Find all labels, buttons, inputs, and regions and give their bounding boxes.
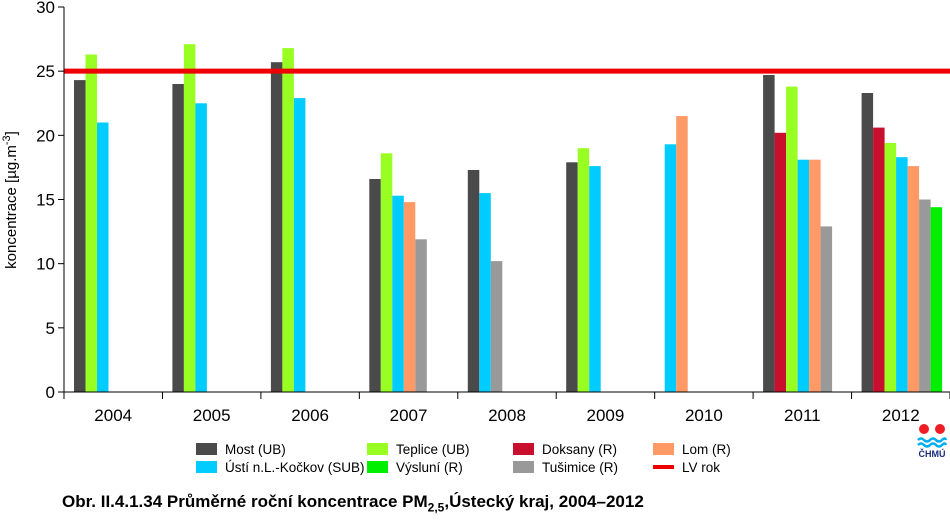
legend-swatch bbox=[513, 461, 534, 473]
caption-subscript: 2,5 bbox=[427, 500, 445, 515]
bar-2011-tu-imice-r- bbox=[820, 226, 833, 392]
bar-2012-v-slun-r- bbox=[930, 207, 943, 392]
bars-group bbox=[74, 44, 943, 393]
bar-2011--st-n-l-ko-kov-sub- bbox=[797, 159, 810, 392]
bar-2006-most-ub- bbox=[270, 62, 283, 392]
axes-group: 0 5 10 15 20 25 30 2004 2005 2006 2007 2008 2009 2010… bbox=[1, 0, 950, 425]
figure-caption: Obr. II.4.1.34 Průměrné roční koncentrac… bbox=[62, 492, 644, 514]
bar-2009--st-n-l-ko-kov-sub- bbox=[589, 166, 601, 392]
x-tick-label: 2007 bbox=[390, 406, 428, 425]
bar-2012-teplice-ub- bbox=[884, 143, 897, 392]
bar-2009-teplice-ub- bbox=[577, 148, 590, 392]
legend-label: Tušimice (R) bbox=[542, 460, 618, 475]
x-tick-label: 2010 bbox=[685, 406, 723, 425]
legend-swatch bbox=[513, 443, 534, 455]
bar-2004-most-ub- bbox=[74, 80, 86, 392]
y-axis-label: koncentrace [µg.m-3] bbox=[1, 131, 20, 269]
chmu-logo: ČHMÚ bbox=[916, 423, 948, 463]
bar-2012-doksany-r- bbox=[873, 127, 885, 392]
y-tick-label: 10 bbox=[36, 255, 55, 274]
bar-2012-most-ub- bbox=[861, 93, 874, 392]
y-tick-label: 20 bbox=[36, 126, 55, 145]
legend-swatch bbox=[367, 443, 388, 455]
x-tick-label: 2011 bbox=[784, 406, 821, 425]
bar-2007-most-ub- bbox=[369, 179, 381, 392]
bar-2010-lom-r- bbox=[676, 116, 688, 392]
legend-label: Lom (R) bbox=[682, 442, 731, 457]
bar-2011-most-ub- bbox=[763, 75, 775, 392]
legend: Most (UB) Teplice (UB) Doksany (R) Lom (R) Ú… bbox=[196, 442, 731, 475]
x-tick-label: 2009 bbox=[587, 406, 625, 425]
chmu-logo-text: ČHMÚ bbox=[918, 449, 946, 459]
legend-label: Doksany (R) bbox=[542, 442, 617, 457]
x-tick-label: 2004 bbox=[94, 406, 132, 425]
x-tick-label: 2008 bbox=[488, 406, 526, 425]
x-tick-label: 2005 bbox=[193, 406, 231, 425]
y-tick-label: 25 bbox=[36, 62, 55, 81]
bar-2004-teplice-ub- bbox=[85, 54, 97, 392]
chmu-logo-icon bbox=[917, 424, 948, 448]
bar-2005-most-ub- bbox=[172, 84, 184, 392]
legend-label: Most (UB) bbox=[225, 442, 286, 457]
bar-2011-doksany-r- bbox=[774, 132, 787, 393]
bar-2011-teplice-ub- bbox=[786, 86, 798, 392]
bar-2010--st-n-l-ko-kov-sub- bbox=[664, 144, 677, 392]
y-tick-label: 30 bbox=[36, 0, 55, 17]
caption-prefix: Obr. II.4.1.34 Průměrné roční koncentrac… bbox=[62, 492, 428, 511]
legend-label: Výsluní (R) bbox=[396, 460, 463, 475]
bar-2008-tu-imice-r- bbox=[490, 261, 503, 392]
x-tick-label: 2006 bbox=[291, 406, 329, 425]
bar-2005-teplice-ub- bbox=[183, 44, 196, 392]
x-tick-label: 2012 bbox=[882, 406, 920, 425]
bar-2007-lom-r- bbox=[403, 202, 416, 392]
legend-label: LV rok bbox=[682, 460, 720, 475]
y-tick-label: 5 bbox=[46, 319, 55, 338]
bar-2006-teplice-ub- bbox=[282, 48, 294, 392]
bar-2008-most-ub- bbox=[467, 170, 480, 392]
bar-2012-lom-r- bbox=[907, 166, 920, 392]
y-tick-label: 0 bbox=[46, 383, 55, 402]
y-tick-label: 15 bbox=[36, 191, 55, 210]
caption-suffix: ,Ústecký kraj, 2004–2012 bbox=[444, 492, 644, 511]
legend-label: Teplice (UB) bbox=[396, 442, 470, 457]
bar-2007-teplice-ub- bbox=[380, 153, 393, 392]
legend-swatch bbox=[367, 461, 388, 473]
legend-swatch bbox=[196, 443, 217, 455]
bar-2006--st-n-l-ko-kov-sub- bbox=[293, 98, 306, 392]
bar-2005--st-n-l-ko-kov-sub- bbox=[195, 103, 207, 393]
bar-2012--st-n-l-ko-kov-sub- bbox=[896, 157, 908, 392]
bar-2008--st-n-l-ko-kov-sub- bbox=[479, 193, 491, 392]
bar-2007-tu-imice-r- bbox=[415, 239, 427, 392]
legend-swatch-limit-line bbox=[653, 465, 674, 469]
bar-2007--st-n-l-ko-kov-sub- bbox=[392, 195, 404, 392]
bar-2009-most-ub- bbox=[566, 162, 578, 392]
bar-2012-tu-imice-r- bbox=[919, 199, 931, 392]
legend-swatch bbox=[196, 461, 217, 473]
bar-2004--st-n-l-ko-kov-sub- bbox=[97, 122, 109, 392]
legend-label: Ústí n.L.-Kočkov (SUB) bbox=[225, 460, 365, 475]
bar-2011-lom-r- bbox=[809, 159, 821, 392]
legend-swatch bbox=[653, 443, 674, 455]
